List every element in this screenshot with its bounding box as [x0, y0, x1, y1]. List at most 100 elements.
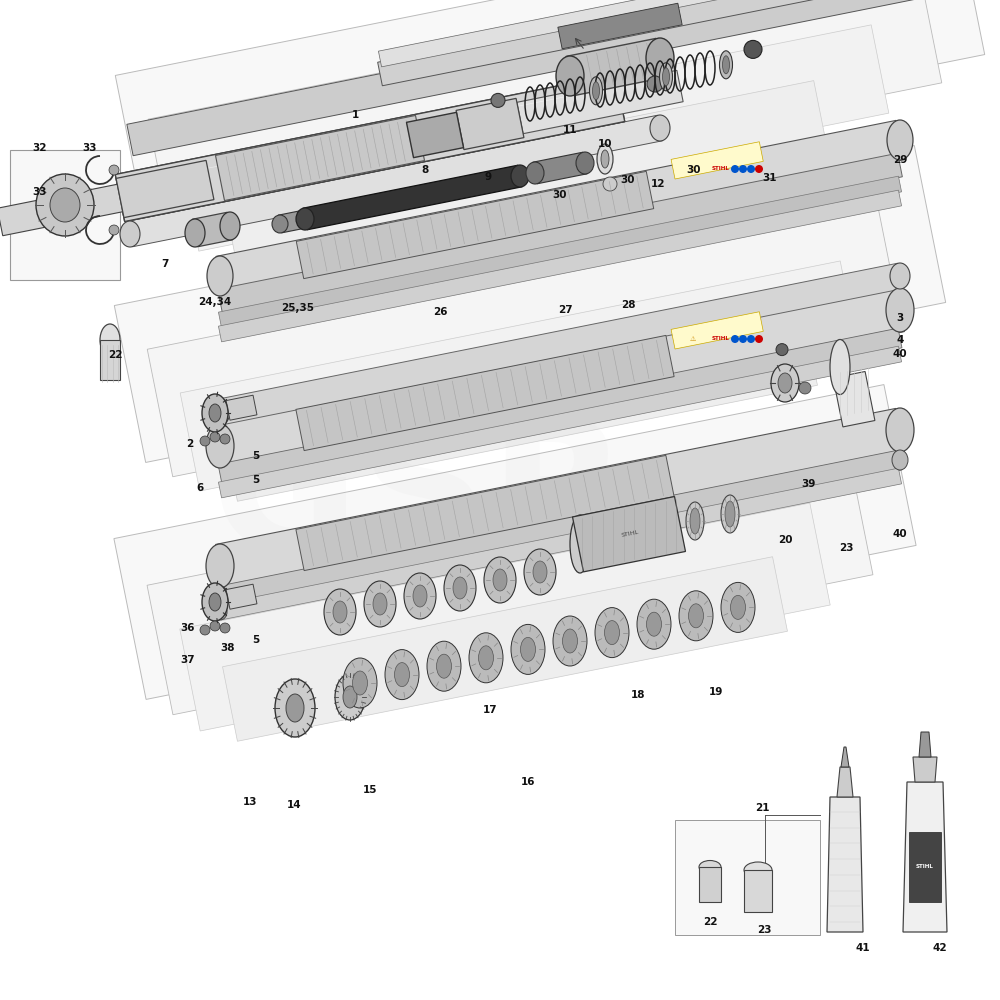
Polygon shape [115, 74, 625, 222]
Circle shape [210, 432, 220, 442]
Text: 29: 29 [893, 155, 907, 165]
Ellipse shape [343, 686, 357, 708]
Text: 41: 41 [856, 943, 870, 953]
Ellipse shape [590, 77, 603, 105]
Ellipse shape [686, 502, 704, 540]
Ellipse shape [493, 569, 507, 591]
Text: 5: 5 [252, 451, 260, 461]
Ellipse shape [699, 860, 721, 874]
Ellipse shape [604, 621, 620, 645]
Text: 23: 23 [757, 925, 771, 935]
Circle shape [799, 382, 811, 394]
Text: 5: 5 [252, 635, 260, 645]
Text: 4: 4 [896, 335, 904, 345]
Ellipse shape [720, 51, 732, 79]
Text: 36: 36 [181, 623, 195, 633]
Ellipse shape [185, 219, 205, 247]
Circle shape [109, 225, 119, 235]
Polygon shape [833, 371, 875, 427]
Bar [744, 870, 772, 912]
Polygon shape [216, 120, 904, 296]
Polygon shape [218, 468, 902, 620]
Polygon shape [296, 171, 654, 279]
Ellipse shape [524, 549, 556, 595]
Polygon shape [181, 25, 889, 251]
Polygon shape [226, 395, 257, 420]
Polygon shape [378, 0, 992, 86]
Polygon shape [841, 747, 849, 767]
Ellipse shape [890, 263, 910, 289]
Ellipse shape [220, 212, 240, 240]
Ellipse shape [202, 394, 228, 432]
Ellipse shape [209, 593, 221, 611]
Polygon shape [226, 584, 257, 609]
Text: 10: 10 [598, 139, 612, 149]
Text: 31: 31 [763, 173, 777, 183]
Polygon shape [218, 153, 902, 313]
Text: 12: 12 [651, 179, 665, 189]
Circle shape [755, 165, 763, 173]
Text: 15: 15 [363, 785, 377, 795]
Polygon shape [558, 3, 682, 49]
Ellipse shape [721, 582, 755, 632]
Polygon shape [837, 767, 853, 797]
Ellipse shape [679, 591, 713, 641]
Ellipse shape [576, 152, 594, 174]
Polygon shape [296, 455, 674, 571]
Ellipse shape [637, 599, 671, 649]
Ellipse shape [206, 544, 234, 588]
Polygon shape [218, 190, 902, 342]
Bar [671, 312, 763, 349]
Text: 7: 7 [161, 259, 169, 269]
Text: 8: 8 [421, 165, 429, 175]
Polygon shape [903, 782, 947, 932]
Text: 23: 23 [839, 543, 853, 553]
Polygon shape [913, 757, 937, 782]
Ellipse shape [646, 612, 662, 636]
Ellipse shape [771, 364, 799, 402]
Ellipse shape [373, 593, 387, 615]
Polygon shape [114, 385, 916, 699]
Circle shape [200, 436, 210, 446]
Ellipse shape [595, 608, 629, 658]
Ellipse shape [209, 404, 221, 422]
Polygon shape [218, 346, 902, 498]
Polygon shape [180, 503, 830, 731]
Ellipse shape [210, 399, 230, 425]
Ellipse shape [556, 56, 584, 96]
Text: ⚠: ⚠ [690, 166, 696, 172]
Text: STIHL: STIHL [621, 530, 639, 538]
Polygon shape [114, 146, 946, 462]
Text: ⚠: ⚠ [690, 336, 696, 342]
Text: 26: 26 [433, 307, 447, 317]
Ellipse shape [444, 565, 476, 611]
Text: STIHL: STIHL [712, 336, 730, 342]
Text: 38: 38 [221, 643, 235, 653]
Polygon shape [218, 328, 902, 484]
Polygon shape [456, 98, 524, 150]
Ellipse shape [352, 671, 368, 695]
Bar [909, 832, 941, 902]
Ellipse shape [744, 862, 772, 878]
Text: 25,35: 25,35 [282, 303, 314, 313]
Ellipse shape [520, 637, 536, 661]
Ellipse shape [688, 604, 704, 628]
Polygon shape [278, 209, 312, 233]
Polygon shape [147, 203, 903, 477]
Circle shape [731, 335, 739, 343]
Ellipse shape [469, 633, 503, 683]
Text: 17: 17 [483, 705, 497, 715]
Ellipse shape [50, 188, 80, 222]
Text: 18: 18 [631, 690, 645, 700]
Ellipse shape [526, 162, 544, 184]
Ellipse shape [120, 221, 140, 247]
Polygon shape [573, 497, 685, 572]
Ellipse shape [343, 658, 377, 708]
Circle shape [776, 344, 788, 356]
Text: 19: 19 [709, 687, 723, 697]
Polygon shape [216, 408, 904, 588]
Text: 30: 30 [553, 190, 567, 200]
Circle shape [731, 165, 739, 173]
Polygon shape [303, 165, 522, 230]
Ellipse shape [597, 144, 613, 174]
